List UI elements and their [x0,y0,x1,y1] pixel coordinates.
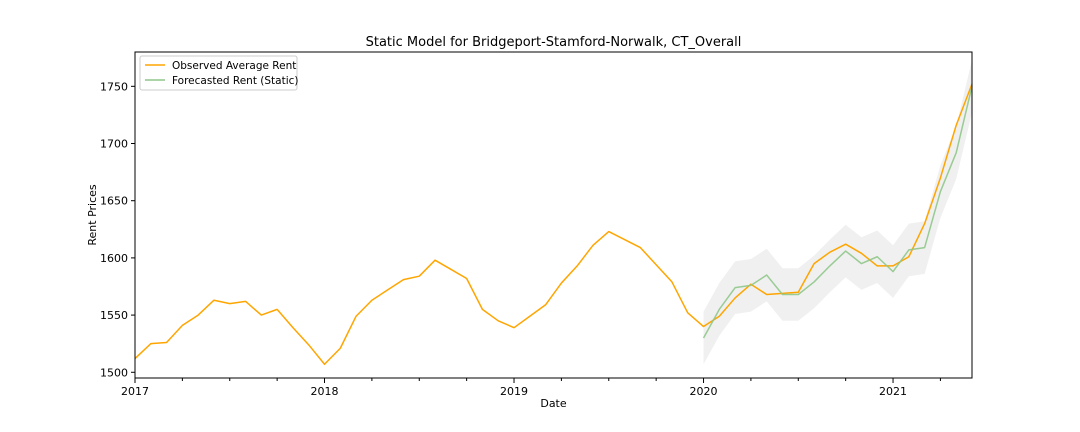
y-tick-label: 1650 [100,195,128,208]
y-axis-ticks: 1500 1550 1600 1650 1700 1750 [100,80,135,379]
forecast-confidence-band [703,60,972,365]
forecast-rent-line [702,86,973,339]
x-tick-label: 2020 [690,385,718,398]
observed-rent-line [134,83,973,366]
legend-label-observed: Observed Average Rent [172,60,296,72]
x-tick-label: 2019 [500,385,528,398]
y-tick-label: 1600 [100,252,128,265]
legend-label-forecast: Forecasted Rent (Static) [172,75,299,87]
plot-frame [134,51,973,379]
legend-box [139,55,298,91]
x-tick-label: 2017 [121,385,149,398]
y-tick-label: 1700 [100,138,128,151]
y-tick-label: 1750 [100,80,128,93]
legend: Observed Average Rent Forecasted Rent (S… [139,55,299,91]
x-tick-label: 2021 [879,385,907,398]
confidence-band-layer [703,60,972,365]
y-tick-label: 1550 [100,309,128,322]
y-tick-label: 1500 [100,366,128,379]
chart-title: Static Model for Bridgeport-Stamford-Nor… [366,35,742,50]
x-tick-label: 2018 [311,385,339,398]
series-line-layer [134,83,973,366]
x-axis-title: Date [540,397,567,410]
x-axis-ticks: 2017 2018 2019 2020 2021 [121,378,941,398]
y-axis-title: Rent Prices [86,184,99,246]
